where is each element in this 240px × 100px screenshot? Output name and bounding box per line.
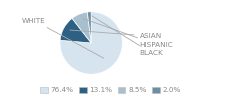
Text: WHITE: WHITE xyxy=(22,18,104,58)
Text: ASIAN: ASIAN xyxy=(70,30,162,39)
Legend: 76.4%, 13.1%, 8.5%, 2.0%: 76.4%, 13.1%, 8.5%, 2.0% xyxy=(37,84,184,96)
Wedge shape xyxy=(87,12,91,43)
Wedge shape xyxy=(60,12,122,74)
Text: HISPANIC: HISPANIC xyxy=(83,19,173,48)
Wedge shape xyxy=(72,12,91,43)
Wedge shape xyxy=(60,18,91,43)
Text: BLACK: BLACK xyxy=(92,16,163,56)
